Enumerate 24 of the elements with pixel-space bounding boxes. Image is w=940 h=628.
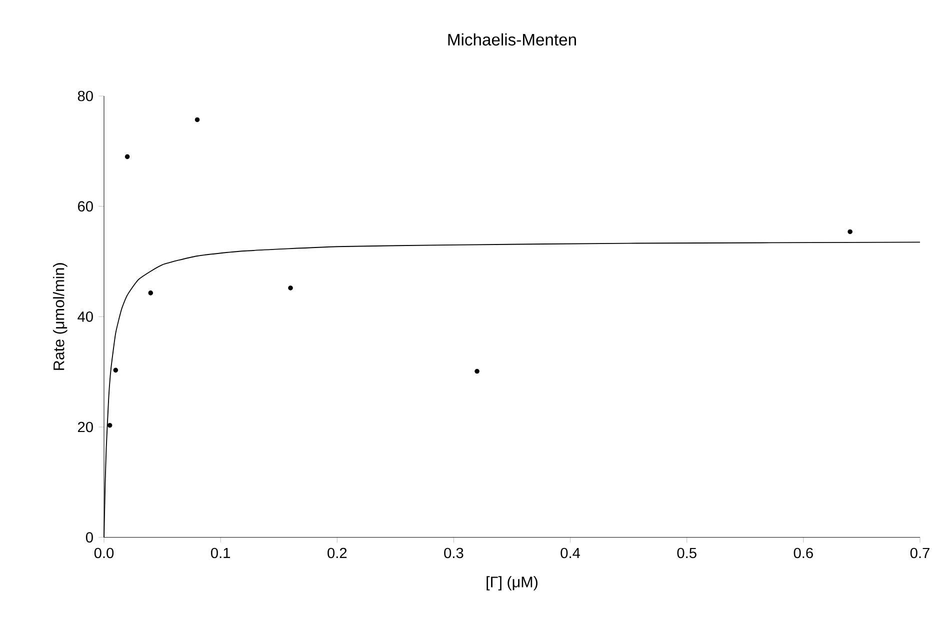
y-tick-label: 40 <box>78 312 93 322</box>
y-tick-label: 20 <box>78 422 93 432</box>
x-tick-label: 0.2 <box>328 548 347 558</box>
y-tick-label: 80 <box>78 90 93 102</box>
x-tick-label: 0.5 <box>677 548 696 558</box>
point <box>474 368 480 374</box>
x-tick-label: 0.4 <box>560 548 580 558</box>
y-tick-label: 0 <box>86 532 93 543</box>
point <box>107 422 112 428</box>
point <box>194 117 200 122</box>
point <box>148 290 154 296</box>
y-axis-title: Rate (μmol/min) <box>53 263 68 370</box>
x-tick-label: 0.0 <box>94 548 114 558</box>
point <box>288 286 293 290</box>
y-tick-label: 60 <box>78 201 93 212</box>
x-tick-label: 0.1 <box>210 548 230 558</box>
chart-title: Michaelis-Menten <box>448 33 576 46</box>
x-tick-label: 0.6 <box>794 548 813 558</box>
point <box>848 229 852 234</box>
point <box>124 154 130 160</box>
point <box>113 368 118 373</box>
x-axis-title: [Γ] (μM) <box>486 576 538 590</box>
x-tick-label: 0.7 <box>910 548 930 558</box>
x-tick-label: 0.3 <box>444 548 464 558</box>
